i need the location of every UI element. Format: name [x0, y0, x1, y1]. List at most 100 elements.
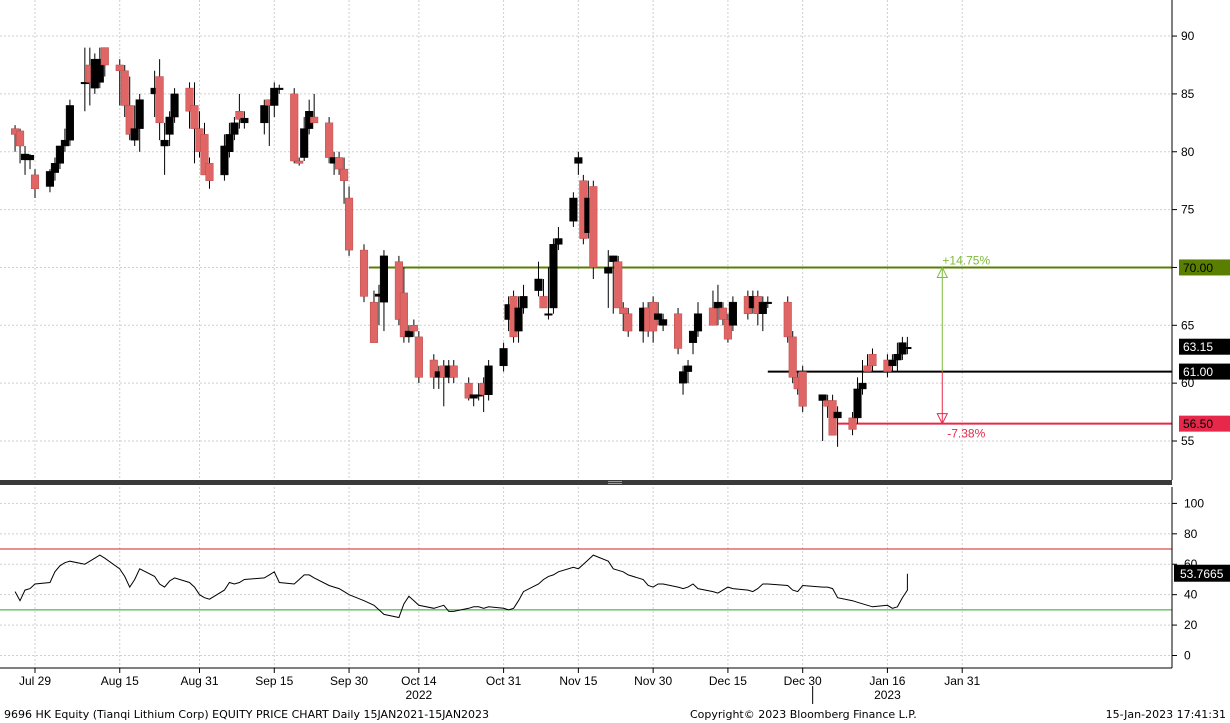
price-badge	[1179, 363, 1230, 380]
candle-body	[404, 330, 413, 338]
candle-body	[539, 296, 548, 309]
candle-body	[335, 157, 344, 170]
pane-divider-bar[interactable]	[0, 480, 1172, 485]
candle-body	[624, 313, 633, 332]
candle-body	[409, 325, 418, 332]
price-badge	[1179, 259, 1230, 276]
price-y-tick-label: 80	[1181, 145, 1195, 159]
candle-body	[499, 348, 508, 367]
candle-body	[713, 301, 722, 309]
candle-body	[15, 130, 25, 147]
candle-body	[125, 105, 134, 135]
candle-body	[235, 111, 244, 120]
price-badge-label: 63.15	[1183, 340, 1213, 354]
candle-body	[858, 382, 867, 390]
candle-body	[414, 336, 423, 378]
rsi-y-tick-label: 80	[1184, 527, 1198, 541]
candle-body	[708, 307, 718, 326]
rsi-y-tick-label: 100	[1184, 496, 1204, 510]
candle-body	[359, 249, 369, 297]
candle-body	[763, 301, 772, 304]
candle-body	[170, 93, 179, 118]
candle-body	[783, 301, 792, 338]
candle-body	[165, 116, 174, 135]
candle-body	[893, 353, 902, 361]
candle-body	[65, 105, 74, 141]
candle-body	[484, 365, 493, 395]
candle-body	[115, 64, 124, 72]
x-tick-label: Sep 30	[330, 674, 368, 688]
candle-body	[369, 301, 379, 343]
x-tick-label: Nov 30	[634, 674, 672, 688]
x-tick-label: Dec 30	[784, 674, 822, 688]
candle-body	[60, 139, 69, 147]
x-tick-label: Aug 15	[101, 674, 139, 688]
candle-body	[693, 313, 703, 332]
candle-body	[609, 255, 618, 262]
measure-arrowhead-icon	[936, 266, 949, 278]
price-pane: 5560657075808590+14.75%-7.38%70.0063.156…	[0, 0, 1230, 480]
candle-body	[514, 307, 523, 332]
candle-body	[683, 365, 693, 372]
x-year-label: 2023	[874, 688, 901, 702]
price-badge	[1179, 415, 1230, 432]
candle-body	[659, 319, 668, 326]
price-badge-label: 70.00	[1183, 261, 1213, 275]
candle-body	[903, 347, 912, 350]
candle-body	[888, 359, 897, 367]
candle-body	[225, 134, 234, 153]
candle-body	[310, 116, 319, 124]
rsi-y-tick-label: 20	[1184, 618, 1198, 632]
candle-body	[604, 267, 613, 274]
candle-body	[345, 197, 354, 251]
candle-body	[569, 197, 578, 222]
candle-body	[270, 87, 279, 106]
candle-body	[394, 261, 403, 320]
candle-body	[474, 394, 483, 397]
candle-body	[200, 134, 209, 176]
candle-body	[205, 163, 214, 181]
candle-body	[758, 301, 767, 314]
price-y-tick-label: 75	[1181, 203, 1195, 217]
price-y-tick-label: 60	[1181, 376, 1195, 390]
candle-body	[464, 382, 473, 399]
candle-body	[848, 417, 857, 430]
candle-body	[853, 388, 862, 419]
candle-body	[589, 186, 598, 268]
candle-body	[120, 70, 129, 106]
candle-body	[130, 128, 139, 141]
candle-body	[679, 371, 688, 384]
candle-body	[379, 255, 388, 303]
candle-body	[868, 353, 877, 367]
candle-body	[325, 122, 334, 158]
candle-body	[220, 145, 229, 176]
candle-body	[863, 365, 872, 372]
candle-body	[185, 87, 194, 112]
x-tick-label: Jan 31	[944, 674, 980, 688]
price-badge-label: 56.50	[1183, 417, 1213, 431]
candle-body	[260, 105, 269, 124]
candle-body	[574, 157, 583, 164]
candle-body	[399, 292, 408, 338]
rsi-y-tick-label: 0	[1184, 649, 1191, 663]
candle-body	[429, 359, 438, 378]
candle-body	[300, 128, 309, 158]
candle-body	[549, 244, 558, 309]
price-badge-label: 61.00	[1183, 365, 1213, 379]
footer-copyright: Copyright© 2023 Bloomberg Finance L.P.	[690, 708, 917, 721]
x-tick-label: Aug 31	[180, 674, 218, 688]
candle-body	[295, 160, 304, 164]
price-plot-area	[0, 0, 1172, 480]
candle-body	[728, 301, 737, 326]
pane-divider[interactable]	[0, 480, 1172, 485]
rsi-last-value-label: 53.7665	[1180, 567, 1224, 581]
measure-annotation-label: -7.38%	[947, 427, 985, 441]
candle-body	[833, 411, 842, 419]
candle-body	[788, 336, 797, 378]
rsi-y-tick-label: 40	[1184, 588, 1198, 602]
candle-body	[674, 313, 683, 349]
candle-body	[340, 168, 349, 181]
x-tick-label: Jan 16	[869, 674, 905, 688]
